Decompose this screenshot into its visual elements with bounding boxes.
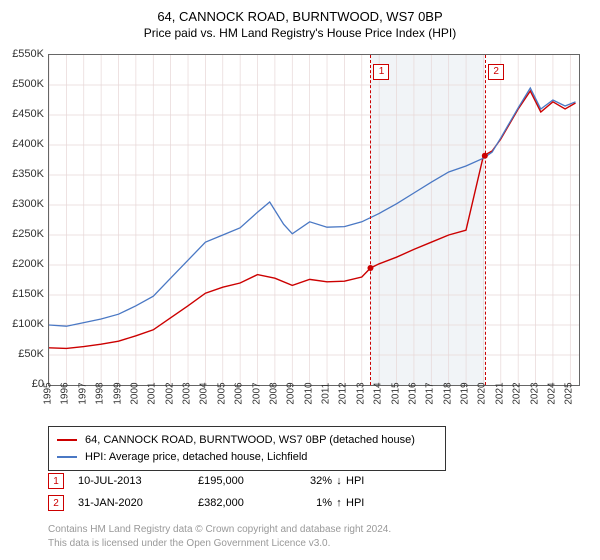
x-axis-tick: 2004 [199, 382, 210, 404]
y-axis-tick: £100K [12, 318, 44, 330]
x-axis-tick: 2006 [234, 382, 245, 404]
y-axis-tick: £300K [12, 198, 44, 210]
chart-lines [49, 55, 579, 385]
y-axis-tick: £200K [12, 258, 44, 270]
x-axis-tick: 2020 [477, 382, 488, 404]
event-date: 31-JAN-2020 [78, 497, 198, 509]
event-pct: 1% [298, 497, 332, 509]
y-axis-tick: £350K [12, 168, 44, 180]
legend-box: 64, CANNOCK ROAD, BURNTWOOD, WS7 0BP (de… [48, 426, 446, 471]
legend-swatch [57, 439, 77, 441]
event-price: £382,000 [198, 497, 298, 509]
event-marker-icon: 2 [488, 64, 504, 80]
event-divider [485, 55, 486, 385]
x-axis-tick: 1995 [43, 382, 54, 404]
x-axis-tick: 2016 [407, 382, 418, 404]
footer-licence: This data is licensed under the Open Gov… [48, 538, 330, 549]
y-axis-tick: £50K [18, 348, 44, 360]
x-axis-tick: 1996 [60, 382, 71, 404]
x-axis-tick: 2022 [512, 382, 523, 404]
legend-label: 64, CANNOCK ROAD, BURNTWOOD, WS7 0BP (de… [85, 432, 415, 449]
footer-copyright: Contains HM Land Registry data © Crown c… [48, 524, 391, 535]
event-row: 2 31-JAN-2020 £382,000 1% ↑ HPI [48, 495, 364, 511]
y-axis-tick: £550K [12, 48, 44, 60]
x-axis-tick: 2013 [355, 382, 366, 404]
legend-row: HPI: Average price, detached house, Lich… [57, 449, 437, 466]
x-axis-tick: 2003 [182, 382, 193, 404]
x-axis-tick: 2021 [494, 382, 505, 404]
legend-row: 64, CANNOCK ROAD, BURNTWOOD, WS7 0BP (de… [57, 432, 437, 449]
event-vs: HPI [346, 475, 364, 487]
x-axis-tick: 2002 [164, 382, 175, 404]
x-axis-tick: 2007 [251, 382, 262, 404]
x-axis-tick: 2017 [425, 382, 436, 404]
event-marker-icon: 1 [48, 473, 64, 489]
x-axis-tick: 1999 [112, 382, 123, 404]
x-axis-tick: 2025 [564, 382, 575, 404]
x-axis-tick: 2008 [268, 382, 279, 404]
event-marker-icon: 2 [48, 495, 64, 511]
x-axis-tick: 2024 [546, 382, 557, 404]
x-axis-tick: 2012 [338, 382, 349, 404]
x-axis-tick: 2015 [390, 382, 401, 404]
x-axis-tick: 2023 [529, 382, 540, 404]
y-axis-tick: £400K [12, 138, 44, 150]
arrow-up-icon: ↑ [332, 497, 346, 509]
x-axis-tick: 2018 [442, 382, 453, 404]
y-axis-tick: £250K [12, 228, 44, 240]
event-row: 1 10-JUL-2013 £195,000 32% ↓ HPI [48, 473, 364, 489]
event-marker-icon: 1 [373, 64, 389, 80]
event-pct: 32% [298, 475, 332, 487]
x-axis-tick: 2009 [286, 382, 297, 404]
x-axis-tick: 2014 [373, 382, 384, 404]
x-axis-tick: 2001 [147, 382, 158, 404]
chart-area: 12 [48, 54, 580, 386]
chart-title: 64, CANNOCK ROAD, BURNTWOOD, WS7 0BP [0, 0, 600, 26]
event-vs: HPI [346, 497, 364, 509]
y-axis-tick: £150K [12, 288, 44, 300]
event-price: £195,000 [198, 475, 298, 487]
event-date: 10-JUL-2013 [78, 475, 198, 487]
chart-subtitle: Price paid vs. HM Land Registry's House … [0, 26, 600, 46]
x-axis-tick: 2000 [129, 382, 140, 404]
x-axis-tick: 2010 [303, 382, 314, 404]
x-axis-tick: 1998 [95, 382, 106, 404]
x-axis-tick: 2019 [460, 382, 471, 404]
x-axis-tick: 2011 [321, 383, 332, 405]
x-axis-tick: 1997 [77, 382, 88, 404]
y-axis-tick: £450K [12, 108, 44, 120]
arrow-down-icon: ↓ [332, 475, 346, 487]
event-divider [370, 55, 371, 385]
y-axis-tick: £500K [12, 78, 44, 90]
x-axis-tick: 2005 [216, 382, 227, 404]
legend-swatch [57, 456, 77, 458]
legend-label: HPI: Average price, detached house, Lich… [85, 449, 307, 466]
